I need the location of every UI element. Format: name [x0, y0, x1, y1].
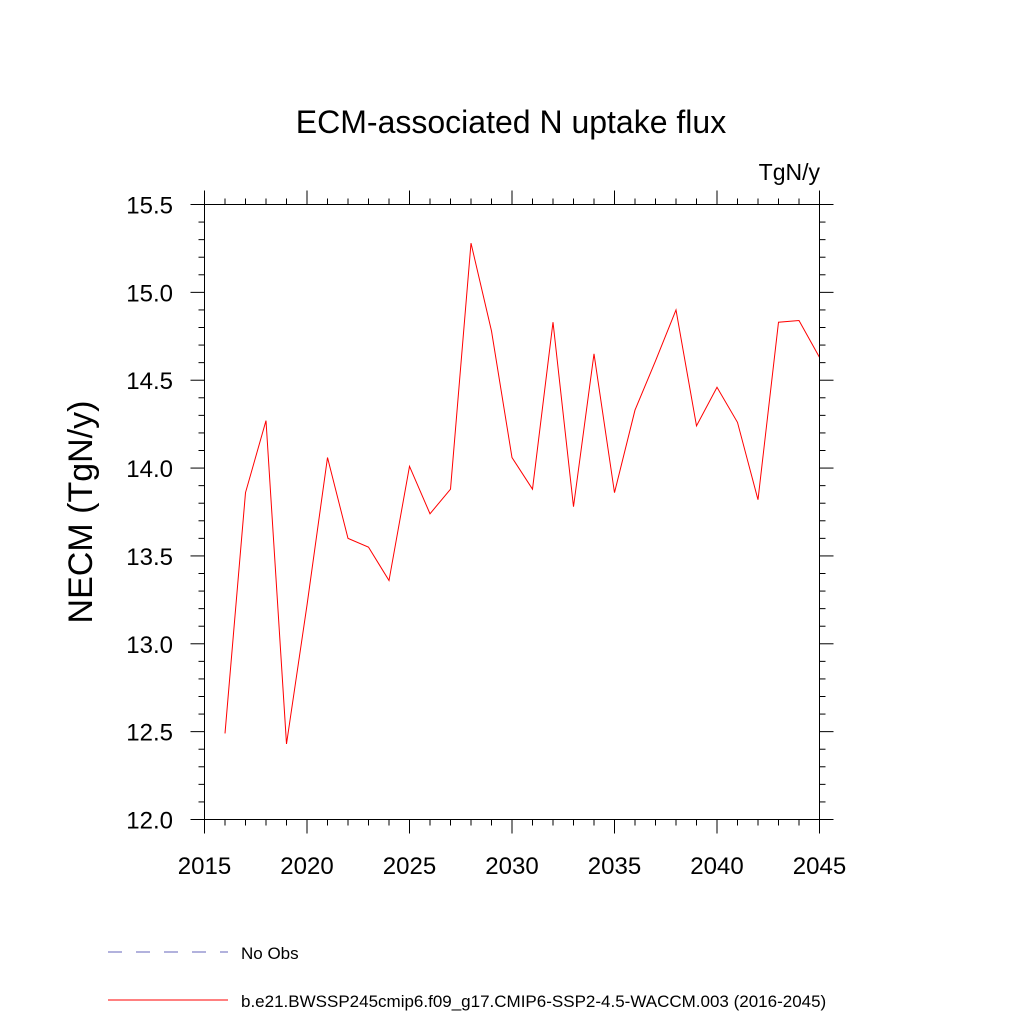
legend-label: b.e21.BWSSP245cmip6.f09_g17.CMIP6-SSP2-4… [241, 992, 826, 1011]
y-tick-label: 14.5 [126, 368, 173, 395]
y-axis-label: NECM (TgN/y) [62, 401, 100, 624]
x-tick-label: 2025 [383, 853, 436, 880]
series-line [224, 243, 820, 745]
x-tick-label: 2020 [280, 853, 333, 880]
legend-label: No Obs [241, 944, 299, 963]
plot-frame [204, 204, 820, 820]
x-tick-label: 2045 [793, 853, 846, 880]
y-tick-label: 12.5 [126, 720, 173, 747]
x-tick-label: 2040 [690, 853, 743, 880]
legend: No Obs b.e21.BWSSP245cmip6.f09_g17.CMIP6-… [108, 944, 826, 1011]
y-tick-label: 15.5 [126, 193, 173, 220]
y-tick-label: 13.5 [126, 544, 173, 571]
y-tick-label: 14.0 [126, 456, 173, 483]
x-tick-label: 2015 [178, 853, 231, 880]
units-label: TgN/y [759, 159, 821, 185]
series-layer [224, 243, 820, 745]
y-tick-label: 13.0 [126, 632, 173, 659]
y-tick-label: 12.0 [126, 808, 173, 835]
axis-ticks: 2015 2020 2025 2030 2035 2040 2045 12.0 12.5 13.0… [126, 190, 846, 880]
y-tick-label: 15.0 [126, 280, 173, 307]
x-tick-label: 2035 [588, 853, 641, 880]
chart-title: ECM-associated N uptake flux [296, 104, 726, 140]
x-tick-label: 2030 [485, 853, 538, 880]
